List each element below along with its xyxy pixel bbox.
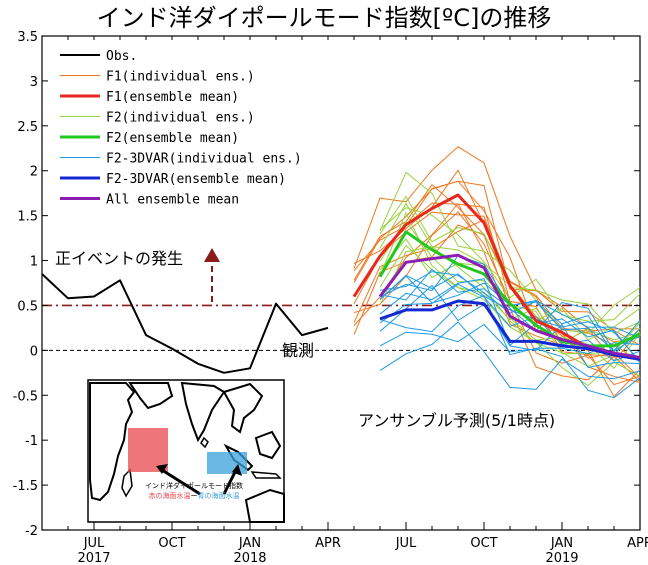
ensemble-member-line — [379, 273, 641, 362]
australia-coastline — [244, 488, 285, 523]
legend-label: F1(individual ens.) — [106, 70, 255, 85]
x-tick-label: APR — [627, 536, 648, 551]
legend-label: F2(ensemble mean) — [106, 131, 239, 146]
legend-label: All ensemble mean — [106, 193, 239, 208]
east-pointer-arrow — [222, 469, 238, 495]
y-tick-label: 1.5 — [17, 210, 38, 225]
legend-label: F2-3DVAR(individual ens.) — [106, 152, 302, 167]
x-tick-label: APR — [315, 536, 341, 551]
ensemble-member-line — [379, 321, 641, 390]
arabia-coastline — [128, 382, 174, 410]
west-sst-label: 赤の海面水温 — [149, 491, 191, 500]
ensemble-member-line — [379, 323, 641, 399]
inset-map: インド洋ダイポールモード指数 赤の海面水温ー青の海面水温 — [87, 379, 285, 523]
srilanka-coastline — [200, 436, 209, 449]
y-tick-label: 0.5 — [17, 299, 38, 314]
event-arrow-head — [204, 248, 220, 262]
y-tick-label: 0 — [30, 344, 38, 359]
india-coastline — [180, 381, 226, 443]
obs-annotation: 観測 — [282, 341, 314, 360]
y-tick-label: 2.5 — [17, 120, 38, 135]
legend-label: F2-3DVAR(ensemble mean) — [106, 172, 286, 187]
legend-label: Obs. — [106, 49, 137, 64]
series-line — [378, 253, 641, 359]
x-year-label: 2017 — [77, 551, 110, 565]
west-pointer-head — [156, 464, 168, 474]
ensemble-member-line — [353, 211, 641, 386]
y-tick-label: 3.5 — [17, 30, 38, 45]
x-tick-label: JAN — [238, 536, 261, 551]
y-tick-label: -2 — [25, 524, 38, 539]
formula-dash: ー — [191, 492, 198, 500]
y-tick-label: 2 — [30, 165, 38, 180]
inset-formula: 赤の海面水温ー青の海面水温 — [149, 491, 240, 500]
east-sst-label: 青の海面水温 — [198, 491, 240, 500]
y-tick-label: -1 — [25, 434, 38, 449]
legend-label: F1(ensemble mean) — [106, 90, 239, 105]
west-pointer-arrow — [161, 468, 201, 496]
africa-coastline — [89, 382, 136, 502]
series-lines — [41, 193, 641, 374]
x-year-label: 2019 — [545, 551, 578, 565]
series-line — [41, 273, 329, 374]
east-pointer-head — [232, 464, 242, 476]
west-sst-box — [128, 428, 168, 472]
y-tick-label: 1 — [30, 255, 38, 270]
ensemble-member-line — [379, 246, 641, 367]
x-tick-label: JUL — [395, 536, 417, 551]
east-sst-box — [207, 452, 247, 474]
forecast-annotation: アンサンブル予測(5/1時点) — [358, 411, 555, 430]
x-tick-label: JAN — [550, 536, 573, 551]
chart-title: インド洋ダイポールモード指数[ºC]の推移 — [97, 4, 552, 32]
y-tick-label: -0.5 — [13, 389, 38, 404]
x-tick-label: OCT — [158, 536, 185, 551]
y-tick-label: -1.5 — [13, 479, 38, 494]
seasia-coastline — [222, 382, 264, 434]
series-line — [379, 299, 641, 361]
ensemble-member-line — [379, 244, 641, 387]
borneo-coastline — [254, 430, 282, 460]
ensemble-member-line — [379, 284, 641, 368]
ensemble-member-line — [353, 180, 641, 363]
plot-frame — [41, 35, 641, 531]
legend-label: F2(individual ens.) — [106, 111, 255, 126]
event-annotation: 正イベントの発生 — [55, 249, 183, 268]
x-tick-label: OCT — [470, 536, 497, 551]
ensemble-member-line — [379, 255, 641, 339]
y-tick-label: 3 — [30, 75, 38, 90]
ensemble-member-line — [379, 268, 641, 352]
x-year-label: 2018 — [233, 551, 266, 565]
legend: Obs. F1(individual ens.) F1(ensemble mean)… — [60, 49, 302, 208]
series-line — [378, 230, 641, 348]
java-coastline — [250, 471, 282, 479]
ensemble-member-line — [379, 171, 641, 335]
x-tick-label: JUL — [83, 536, 105, 551]
inset-caption: インド洋ダイポールモード指数 — [145, 481, 243, 490]
